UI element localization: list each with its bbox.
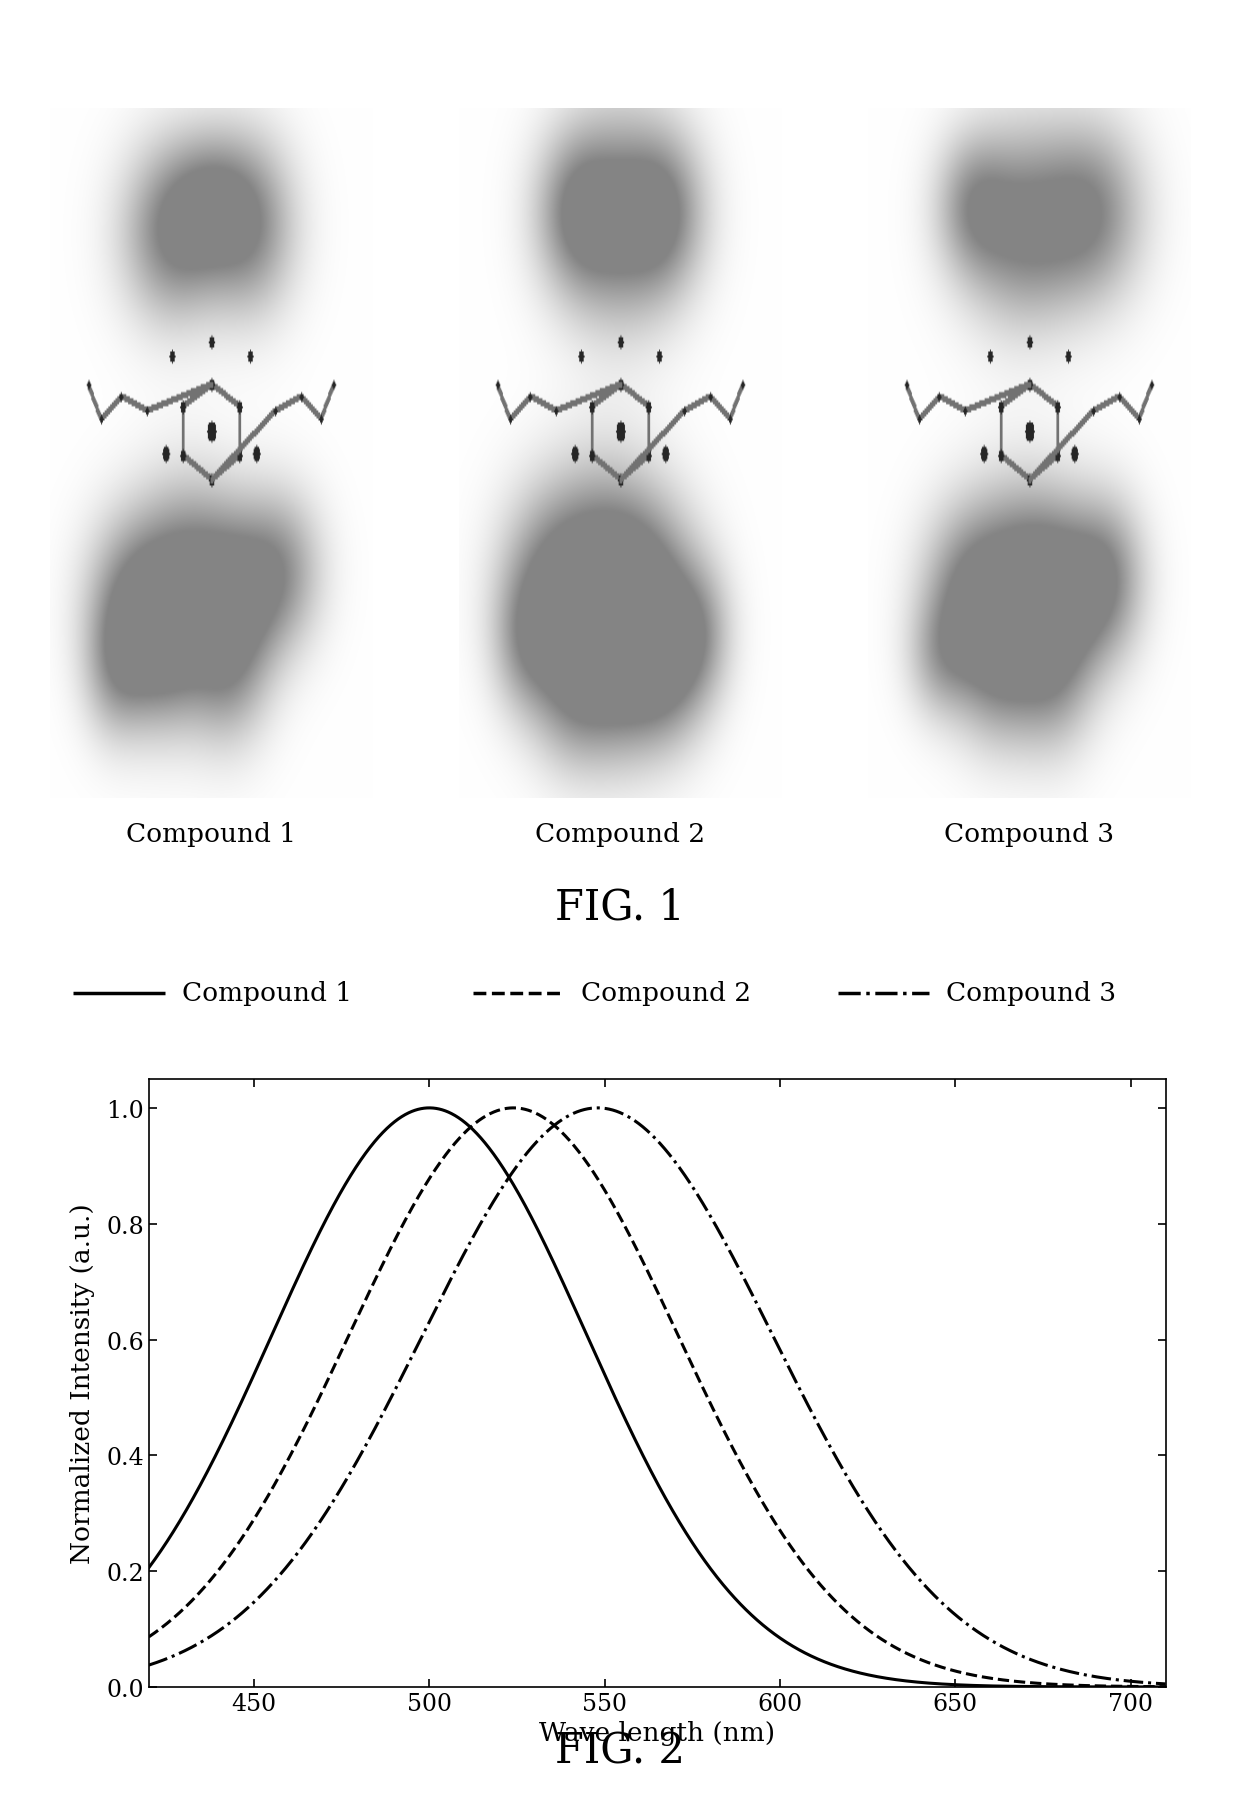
Text: Compound 1: Compound 1	[182, 981, 352, 1005]
X-axis label: Wave length (nm): Wave length (nm)	[539, 1720, 775, 1745]
Text: FIG. 2: FIG. 2	[556, 1729, 684, 1772]
Text: Compound 2: Compound 2	[582, 981, 751, 1005]
Text: Compound 3: Compound 3	[946, 981, 1116, 1005]
Text: FIG. 1: FIG. 1	[556, 885, 684, 929]
Text: Compound 1: Compound 1	[125, 822, 296, 847]
Y-axis label: Normalized Intensity (a.u.): Normalized Intensity (a.u.)	[71, 1203, 95, 1564]
Text: Compound 2: Compound 2	[534, 822, 706, 847]
Text: Compound 3: Compound 3	[944, 822, 1115, 847]
